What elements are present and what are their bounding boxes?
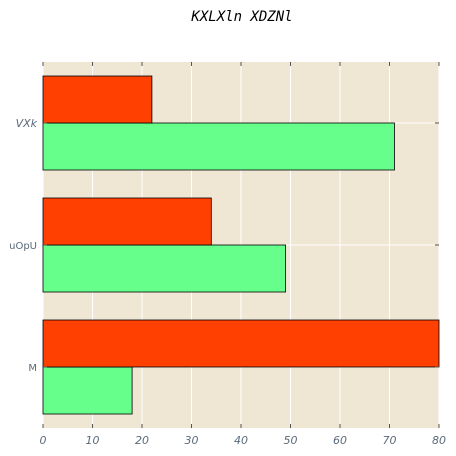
chart-title: KXLXln XDZNl	[190, 9, 292, 25]
x-tick-label-5: 50	[284, 434, 298, 447]
x-tick-label-4: 40	[234, 434, 248, 447]
y-tick-label-uOpU: uOpU	[9, 241, 37, 252]
y-tick-label-VXk: VXk	[16, 117, 38, 130]
x-tick-label-2: 20	[135, 434, 149, 447]
bar-M-series-1	[42, 366, 133, 415]
bar-uOpU-series-2	[42, 197, 212, 246]
bar-VXk-series-1	[42, 122, 395, 171]
bar-uOpU-series-1	[42, 244, 286, 293]
x-tick-label-8: 80	[432, 434, 446, 447]
x-tick-label-7: 70	[383, 434, 397, 447]
x-tick-label-0: 0	[40, 434, 47, 447]
x-tick-label-3: 30	[185, 434, 199, 447]
bar-M-series-2	[42, 319, 440, 368]
x-tick-label-6: 60	[333, 434, 347, 447]
x-tick-label-1: 10	[86, 434, 100, 447]
bar-VXk-series-2	[42, 75, 153, 124]
y-tick-label-M: M	[28, 363, 37, 374]
bars	[42, 75, 440, 415]
